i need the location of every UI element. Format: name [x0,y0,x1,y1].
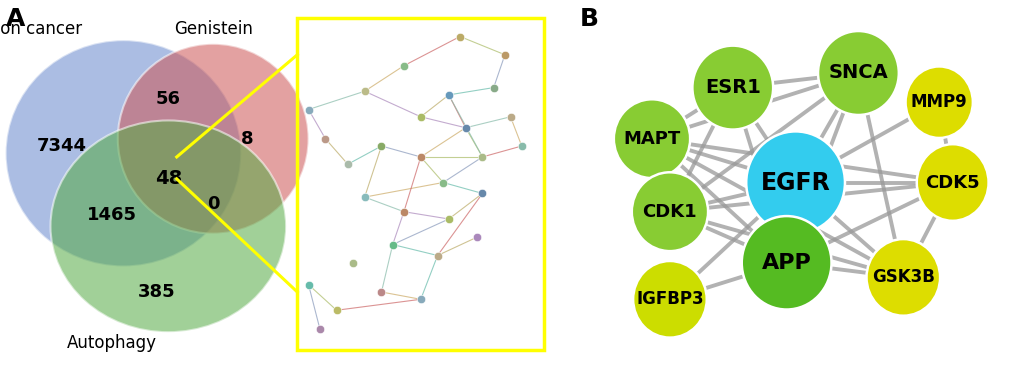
Text: 8: 8 [240,130,253,148]
Ellipse shape [6,40,242,266]
Ellipse shape [905,66,972,138]
Ellipse shape [741,216,830,310]
Ellipse shape [631,172,707,251]
Text: APP: APP [761,253,811,273]
Bar [298,18,544,350]
Ellipse shape [746,131,844,234]
Text: 48: 48 [155,169,181,188]
Text: Genistein: Genistein [173,20,253,38]
Text: 56: 56 [156,89,180,108]
Text: GSK3B: GSK3B [871,268,933,287]
Ellipse shape [613,99,690,178]
Text: CDK5: CDK5 [924,173,979,192]
Ellipse shape [916,144,987,221]
Ellipse shape [692,46,772,130]
Text: Colon cancer: Colon cancer [0,20,83,38]
Text: SNCA: SNCA [827,64,888,82]
Text: ESR1: ESR1 [704,78,760,97]
Ellipse shape [118,44,309,234]
Ellipse shape [866,239,940,316]
Ellipse shape [817,31,898,115]
Text: 7344: 7344 [37,137,87,155]
Text: Autophagy: Autophagy [67,334,157,352]
Text: CDK1: CDK1 [642,203,697,221]
Text: IGFBP3: IGFBP3 [636,290,703,308]
Ellipse shape [50,120,286,332]
Text: A: A [6,7,24,31]
Text: MMP9: MMP9 [910,93,967,111]
Text: 385: 385 [139,283,175,301]
Text: B: B [580,7,598,31]
Text: 1465: 1465 [87,206,138,224]
Ellipse shape [633,261,706,338]
Text: MAPT: MAPT [623,130,680,148]
Text: EGFR: EGFR [760,170,829,195]
Text: 0: 0 [207,195,219,214]
